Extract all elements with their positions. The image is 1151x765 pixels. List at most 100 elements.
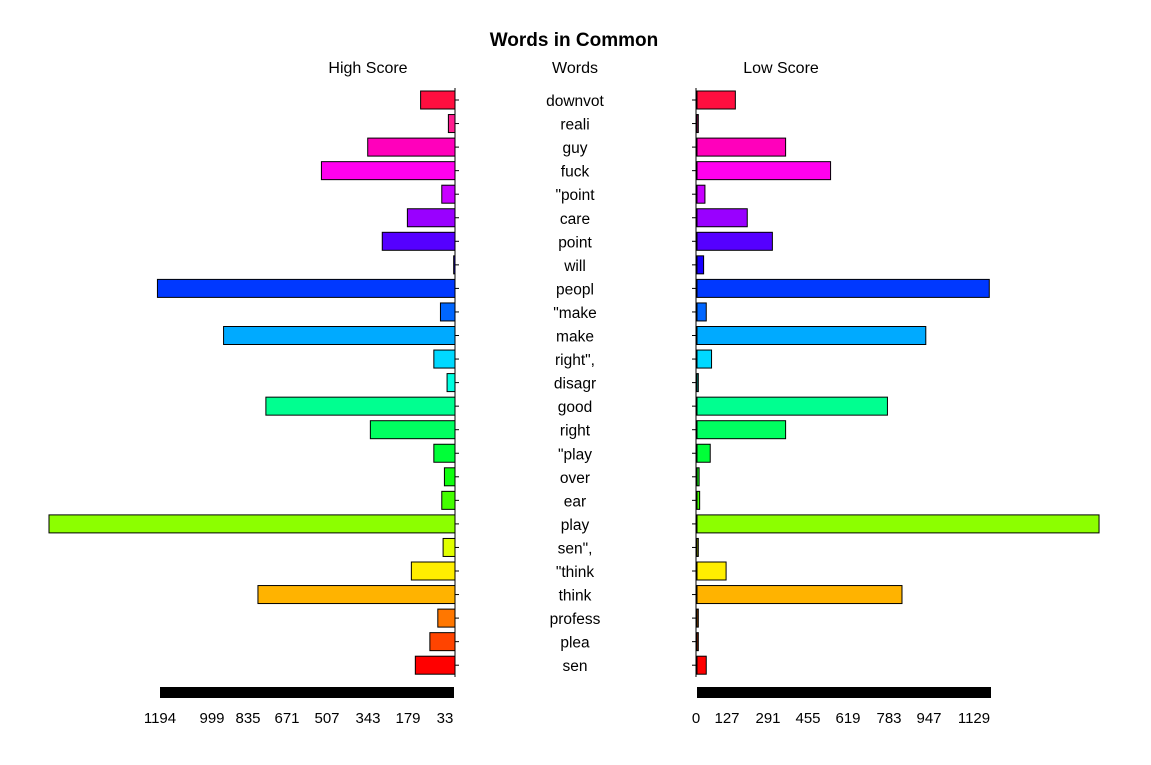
- word-label: sen",: [558, 540, 593, 557]
- right-tick-label: 127: [714, 710, 739, 727]
- high-score-bar-reali: [447, 114, 456, 134]
- right-tick-label: 783: [876, 710, 901, 727]
- low-score-bar-reali: [696, 114, 699, 134]
- high-score-bar-plea: [429, 632, 456, 652]
- chart-title: Words in Common: [490, 30, 659, 51]
- left-tick-label: 1194: [144, 710, 176, 727]
- low-score-bar-right: [696, 420, 787, 440]
- high-score-bar-point: [441, 184, 456, 204]
- high-score-bar-care: [406, 208, 456, 228]
- low-score-bar-make: [696, 302, 707, 322]
- word-labels-group: downvot reali guy fuck "point care point will pe…: [546, 93, 604, 675]
- low-score-bar-disagr: [696, 373, 699, 393]
- low-score-bar-plea: [696, 632, 699, 652]
- high-score-bar-fuck: [320, 161, 456, 181]
- high-score-bar-point: [381, 231, 456, 251]
- word-label: "think: [556, 564, 594, 581]
- low-score-bar-guy: [696, 137, 787, 157]
- high-score-bar-peopl: [156, 278, 456, 298]
- word-label: make: [556, 329, 594, 346]
- right-scale-bar: [697, 687, 991, 698]
- word-label: "play: [558, 446, 592, 463]
- left-scale-bar: [160, 687, 454, 698]
- word-label: disagr: [554, 376, 596, 393]
- word-label: ear: [564, 493, 586, 510]
- left-tick-label: 33: [437, 710, 454, 727]
- low-score-bar-fuck: [696, 161, 832, 181]
- low-score-bar-profess: [696, 608, 699, 628]
- high-score-bar-make: [439, 302, 456, 322]
- low-score-bar-point: [696, 231, 773, 251]
- word-label: right: [560, 423, 591, 440]
- left-header: High Score: [328, 60, 407, 77]
- left-tick-label: 343: [355, 710, 380, 727]
- word-label: point: [558, 234, 592, 251]
- low-score-bar-over: [696, 467, 700, 487]
- right-header: Low Score: [743, 60, 819, 77]
- high-score-bar-ear: [441, 490, 456, 510]
- right-tick-label: 619: [835, 710, 860, 727]
- high-score-bar-guy: [367, 137, 456, 157]
- high-score-bar-make: [223, 326, 456, 345]
- low-score-bar-sen: [696, 655, 707, 675]
- high-score-bar-disagr: [446, 373, 456, 393]
- word-label: fuck: [561, 164, 590, 181]
- low-score-bar-peopl: [696, 278, 990, 298]
- right-tick-label: 291: [755, 710, 780, 727]
- low-score-bar-make: [696, 326, 927, 345]
- low-score-bar-good: [696, 396, 888, 416]
- word-label: good: [558, 399, 592, 416]
- low-score-bar-ear: [696, 490, 701, 510]
- low-score-bar-point: [696, 184, 706, 204]
- left-tick-label: 507: [314, 710, 339, 727]
- high-score-bar-downvot: [420, 90, 456, 110]
- word-label: will: [563, 258, 586, 275]
- high-score-bar-right: [369, 420, 456, 440]
- word-label: profess: [550, 611, 601, 628]
- left-tick-label: 999: [199, 710, 224, 727]
- word-label: reali: [560, 117, 589, 134]
- word-label: peopl: [556, 281, 594, 298]
- center-header: Words: [552, 60, 598, 77]
- low-score-bar-will: [696, 255, 705, 275]
- low-score-bar-sen: [696, 537, 699, 557]
- low-score-bar-think: [696, 585, 903, 605]
- high-score-bar-right: [433, 349, 456, 369]
- word-label: "make: [553, 305, 596, 322]
- word-label: guy: [563, 140, 588, 157]
- low-score-bar-care: [696, 208, 748, 228]
- word-label: think: [559, 588, 592, 605]
- right-tick-label: 0: [692, 710, 700, 727]
- right-tick-label: 455: [795, 710, 820, 727]
- high-score-bar-play: [48, 514, 456, 534]
- left-tick-label: 179: [395, 710, 420, 727]
- left-tick-labels: 1194 999 835 671 507 343 179 33: [144, 710, 453, 727]
- high-score-bar-good: [265, 396, 456, 416]
- low-score-bar-play: [696, 443, 711, 463]
- high-score-bar-over: [443, 467, 456, 487]
- left-tick-label: 671: [274, 710, 299, 727]
- high-score-bar-think: [410, 561, 456, 581]
- high-score-bar-play: [433, 443, 456, 463]
- word-label: play: [561, 517, 590, 534]
- word-label: care: [560, 211, 590, 228]
- low-score-bar-think: [696, 561, 727, 581]
- right-tick-labels: 0 127 291 455 619 783 947 1129: [692, 710, 990, 727]
- low-score-bar-play: [696, 514, 1100, 534]
- word-label: downvot: [546, 93, 604, 110]
- left-tick-label: 835: [235, 710, 260, 727]
- high-score-bar-profess: [437, 608, 456, 628]
- high-score-bar-sen: [442, 537, 456, 557]
- high-score-bar-think: [257, 585, 456, 605]
- low-score-bar-downvot: [696, 90, 736, 110]
- right-tick-label: 1129: [958, 710, 990, 727]
- low-score-bar-right: [696, 349, 713, 369]
- word-label: over: [560, 470, 590, 487]
- word-label: right",: [555, 352, 595, 369]
- word-label: plea: [560, 635, 590, 652]
- word-label: sen: [563, 658, 588, 675]
- right-tick-label: 947: [916, 710, 941, 727]
- high-score-bar-will: [453, 255, 456, 275]
